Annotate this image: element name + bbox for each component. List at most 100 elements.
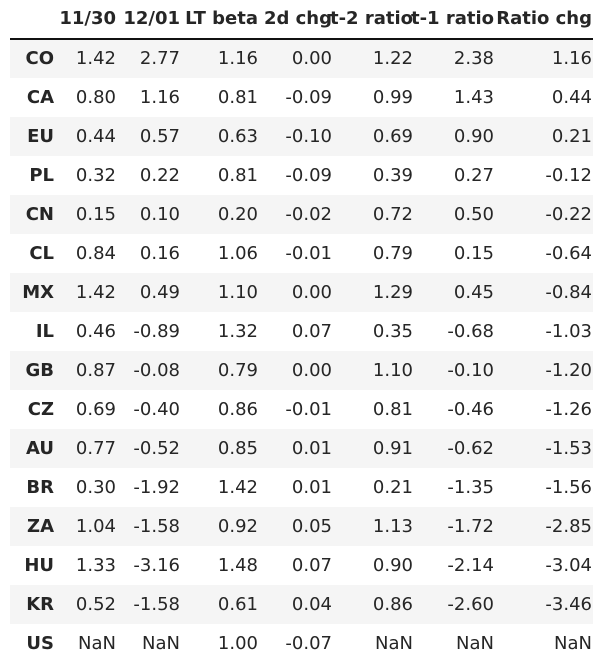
table-cell: 1.16 [217, 47, 258, 69]
column-header: Ratio chg [496, 8, 592, 29]
table-cell: -2.14 [447, 554, 494, 576]
table-cell: -0.02 [285, 203, 332, 225]
table-cell: 1.32 [217, 320, 258, 342]
row-stripe [10, 117, 593, 156]
table-cell: 0.46 [75, 320, 116, 342]
table-cell: -2.60 [447, 593, 494, 615]
table-cell: 0.21 [372, 476, 413, 498]
table-cell: 0.85 [217, 437, 258, 459]
table-cell: 0.80 [75, 86, 116, 108]
table-cell: -1.92 [133, 476, 180, 498]
table-cell: 0.10 [139, 203, 180, 225]
table-cell: 0.86 [372, 593, 413, 615]
column-header: t-1 ratio [410, 8, 494, 29]
row-label: KR [26, 593, 54, 615]
row-stripe [10, 429, 593, 468]
table-cell: 1.43 [453, 86, 494, 108]
table-cell: -0.10 [285, 125, 332, 147]
table-cell: 0.52 [75, 593, 116, 615]
table-cell: NaN [456, 632, 494, 654]
row-label: CL [29, 242, 54, 264]
table-cell: 0.91 [372, 437, 413, 459]
table-cell: 1.16 [551, 47, 592, 69]
table-cell: 0.49 [139, 281, 180, 303]
table-cell: 0.01 [291, 476, 332, 498]
table-cell: 0.86 [217, 398, 258, 420]
row-label: US [26, 632, 54, 654]
table-cell: -0.40 [133, 398, 180, 420]
table-cell: 0.39 [372, 164, 413, 186]
table-cell: 0.07 [291, 554, 332, 576]
table-cell: 0.69 [372, 125, 413, 147]
table-cell: -1.35 [447, 476, 494, 498]
table-cell: -1.53 [545, 437, 592, 459]
table-cell: -1.20 [545, 359, 592, 381]
table-cell: NaN [142, 632, 180, 654]
table-cell: 0.04 [291, 593, 332, 615]
row-label: HU [24, 554, 54, 576]
table-cell: 0.63 [217, 125, 258, 147]
table-cell: 1.10 [372, 359, 413, 381]
table-cell: -1.56 [545, 476, 592, 498]
table-cell: 0.00 [291, 47, 332, 69]
table-cell: 0.15 [75, 203, 116, 225]
table-cell: 0.20 [217, 203, 258, 225]
header-rule [10, 38, 593, 40]
table-cell: 0.81 [217, 86, 258, 108]
table-cell: 0.22 [139, 164, 180, 186]
table-cell: 1.42 [75, 47, 116, 69]
table-cell: -1.26 [545, 398, 592, 420]
column-header: LT beta [185, 8, 258, 29]
table-cell: -0.09 [285, 164, 332, 186]
table-cell: -0.12 [545, 164, 592, 186]
table-cell: -1.58 [133, 593, 180, 615]
row-stripe [10, 195, 593, 234]
table-cell: 0.30 [75, 476, 116, 498]
table-cell: NaN [375, 632, 413, 654]
column-header: 11/30 [59, 8, 116, 29]
table-cell: 0.84 [75, 242, 116, 264]
table-cell: 0.16 [139, 242, 180, 264]
table-cell: 1.16 [139, 86, 180, 108]
table-cell: 0.44 [75, 125, 116, 147]
table-cell: 0.99 [372, 86, 413, 108]
table-cell: 0.69 [75, 398, 116, 420]
row-label: CZ [27, 398, 54, 420]
table-cell: -1.58 [133, 515, 180, 537]
table-cell: -0.68 [447, 320, 494, 342]
table-cell: 1.42 [75, 281, 116, 303]
table-cell: -0.07 [285, 632, 332, 654]
table-cell: 0.81 [372, 398, 413, 420]
row-label: EU [27, 125, 54, 147]
row-stripe [10, 273, 593, 312]
table-cell: -2.85 [545, 515, 592, 537]
table-cell: 0.44 [551, 86, 592, 108]
table-cell: 0.87 [75, 359, 116, 381]
table-cell: NaN [78, 632, 116, 654]
table-cell: -1.72 [447, 515, 494, 537]
table-cell: 1.48 [217, 554, 258, 576]
table-cell: 0.32 [75, 164, 116, 186]
table-cell: -0.22 [545, 203, 592, 225]
table-cell: 0.07 [291, 320, 332, 342]
row-label: MX [22, 281, 54, 303]
table-cell: 0.50 [453, 203, 494, 225]
table-cell: 0.00 [291, 281, 332, 303]
table-cell: 0.00 [291, 359, 332, 381]
table-cell: -0.64 [545, 242, 592, 264]
table-cell: 1.42 [217, 476, 258, 498]
table-cell: 0.15 [453, 242, 494, 264]
table-cell: 0.61 [217, 593, 258, 615]
table-cell: -0.09 [285, 86, 332, 108]
column-header: 2d chg [263, 8, 332, 29]
row-stripe [10, 39, 593, 78]
table-cell: 1.06 [217, 242, 258, 264]
table-cell: 1.00 [217, 632, 258, 654]
row-stripe [10, 351, 593, 390]
table-cell: 2.77 [139, 47, 180, 69]
table-cell: -0.08 [133, 359, 180, 381]
table-cell: -0.52 [133, 437, 180, 459]
column-header: 12/01 [123, 8, 180, 29]
table-cell: 0.81 [217, 164, 258, 186]
